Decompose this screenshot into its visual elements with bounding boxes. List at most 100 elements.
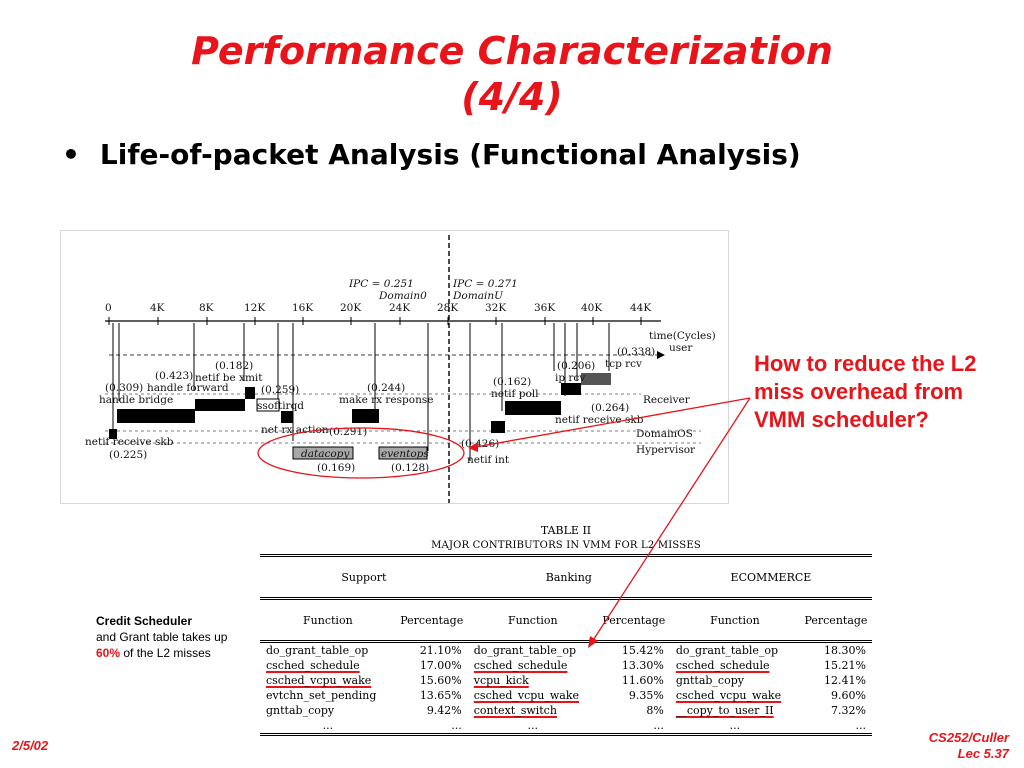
label-v0182: (0.182) [215, 360, 253, 372]
table-row: csched_schedule 17.00% csched_schedule 1… [260, 658, 872, 673]
footer-course: CS252/Culler Lec 5.37 [905, 730, 1009, 762]
time-arrow-icon [657, 351, 665, 359]
bullet-icon: • [62, 138, 80, 171]
ipc-left-label: IPC = 0.251 [348, 278, 414, 290]
table-cell: 15.60% [419, 674, 462, 687]
label-v0264: (0.264) [591, 402, 629, 414]
table-cell: csched_vcpu_wake [675, 689, 782, 702]
tick-0: 0 [105, 302, 112, 314]
table-cell: gnttab_copy [266, 704, 335, 717]
table-cell: context_switch [473, 704, 557, 717]
tcp-rcv-bar [581, 373, 611, 385]
label-v0162: (0.162) [493, 376, 531, 388]
table-cell: ... [260, 718, 396, 736]
label-datacopy: datacopy [301, 448, 350, 460]
table-cell: 9.42% [426, 704, 462, 717]
domain0-label: Domain0 [378, 290, 427, 302]
ipc-right-label: IPC = 0.271 [452, 278, 518, 290]
tick-40k: 40K [581, 302, 602, 314]
table-cell: csched_schedule [266, 659, 360, 672]
label-net-rx-action: net rx action [261, 424, 329, 436]
header-function-3: Function [669, 598, 800, 643]
domainos-label: DomainOS [636, 428, 693, 440]
eventops-block [378, 446, 428, 460]
table-cell: 21.10% [419, 644, 462, 657]
label-v0259: (0.259) [261, 384, 299, 396]
axis-tick-labels: 0 4K 8K 12K 16K 20K 24K 28K 32K 36K 40K … [105, 302, 651, 314]
tick-16k: 16K [292, 302, 313, 314]
table-row: do_grant_table_op 21.10% do_grant_table_… [260, 642, 872, 659]
slide-title: Performance Characterization (4/4) [0, 28, 1024, 120]
label-netif-receive-skb: netif receive skb [85, 436, 174, 448]
label-handle-forward: handle forward [147, 382, 229, 394]
label-netif-receive-skb-2: netif receive skb [555, 414, 644, 426]
table-group-row: Support Banking ECOMMERCE [260, 554, 872, 600]
label-make-rx-response: make rx response [339, 394, 433, 406]
table-subcaption: MAJOR CONTRIBUTORS IN VMM FOR L2 MISSES [431, 540, 701, 551]
label-v0338: (0.338) [617, 346, 655, 358]
table-header-row: Function Percentage Function Percentage … [260, 598, 872, 643]
axis-ticks [108, 317, 642, 325]
credit-note-highlight: 60% [96, 646, 121, 660]
table-cell: 8% [646, 704, 664, 717]
tick-20k: 20K [340, 302, 361, 314]
label-v0244: (0.244) [367, 382, 405, 394]
highlight-ellipse [257, 427, 465, 479]
life-of-packet-diagram: IPC = 0.251 Domain0 IPC = 0.271 DomainU … [60, 230, 729, 504]
group-support: Support [260, 554, 468, 600]
header-percentage-3: Percentage [799, 598, 872, 643]
header-function-2: Function [467, 598, 598, 643]
table-row: ... ... ... ... ... ... [260, 718, 872, 736]
label-v0309: (0.309) [105, 382, 143, 394]
label-v0206: (0.206) [557, 360, 595, 372]
label-v0426: (0.426) [461, 438, 499, 450]
title-line-2: (4/4) [461, 75, 563, 119]
label-netif-int: netif int [467, 454, 510, 466]
tick-4k: 4K [150, 302, 165, 314]
table-cell: 9.60% [831, 689, 866, 702]
table-cell: ... [597, 718, 670, 736]
table-row: evtchn_set_pending 13.65% csched_vcpu_wa… [260, 688, 872, 703]
label-ip-rcv: ip rcv [555, 372, 585, 384]
label-eventops: eventops [381, 448, 429, 460]
label-tcp-rcv: tcp rcv [605, 358, 642, 370]
tick-12k: 12K [244, 302, 265, 314]
table-cell: gnttab_copy [675, 674, 744, 687]
credit-note-text1: and Grant table takes up [96, 630, 228, 644]
label-v0225: (0.225) [109, 449, 147, 461]
tick-24k: 24K [389, 302, 410, 314]
tick-32k: 32K [485, 302, 506, 314]
table-cell: csched_vcpu_wake [266, 674, 372, 687]
table-cell: do_grant_table_op [266, 644, 369, 657]
table-cell: csched_vcpu_wake [473, 689, 580, 702]
table-cell: ... [799, 718, 872, 736]
table-cell: csched_schedule [675, 659, 770, 672]
table-caption: TABLE II [540, 524, 592, 537]
table-cell: ... [669, 718, 800, 736]
table-cell: vcpu_kick [473, 674, 529, 687]
label-ssoftirqd: ssoftirqd [257, 400, 304, 412]
table-cell: 9.35% [628, 689, 664, 702]
label-netif-poll: netif poll [491, 388, 539, 400]
table-cell: csched_schedule [473, 659, 568, 672]
label-v0169: (0.169) [317, 462, 355, 474]
credit-note: Credit Scheduler and Grant table takes u… [96, 613, 231, 661]
tick-8k: 8K [199, 302, 214, 314]
footer-course-name: CS252/Culler [928, 730, 1009, 745]
l2-miss-table: Support Banking ECOMMERCE Function Perce… [260, 554, 872, 736]
table-cell: 17.00% [419, 659, 462, 672]
tick-36k: 36K [534, 302, 555, 314]
user-label: user [669, 342, 693, 354]
table-cell: 13.65% [419, 689, 462, 702]
timeline-svg: IPC = 0.251 Domain0 IPC = 0.271 DomainU … [85, 235, 716, 503]
bullet-point: • Life-of-packet Analysis (Functional Ana… [62, 138, 801, 171]
receiver-label: Receiver [643, 394, 691, 406]
table-cell: 18.30% [824, 644, 866, 657]
table-cell: 12.41% [824, 674, 866, 687]
table-row: csched_vcpu_wake 15.60% vcpu_kick 11.60%… [260, 673, 872, 688]
header-percentage-1: Percentage [395, 598, 468, 643]
tick-44k: 44K [630, 302, 651, 314]
group-banking: Banking [467, 554, 670, 600]
table-cell: do_grant_table_op [675, 644, 779, 657]
table-cell: ... [395, 718, 468, 736]
